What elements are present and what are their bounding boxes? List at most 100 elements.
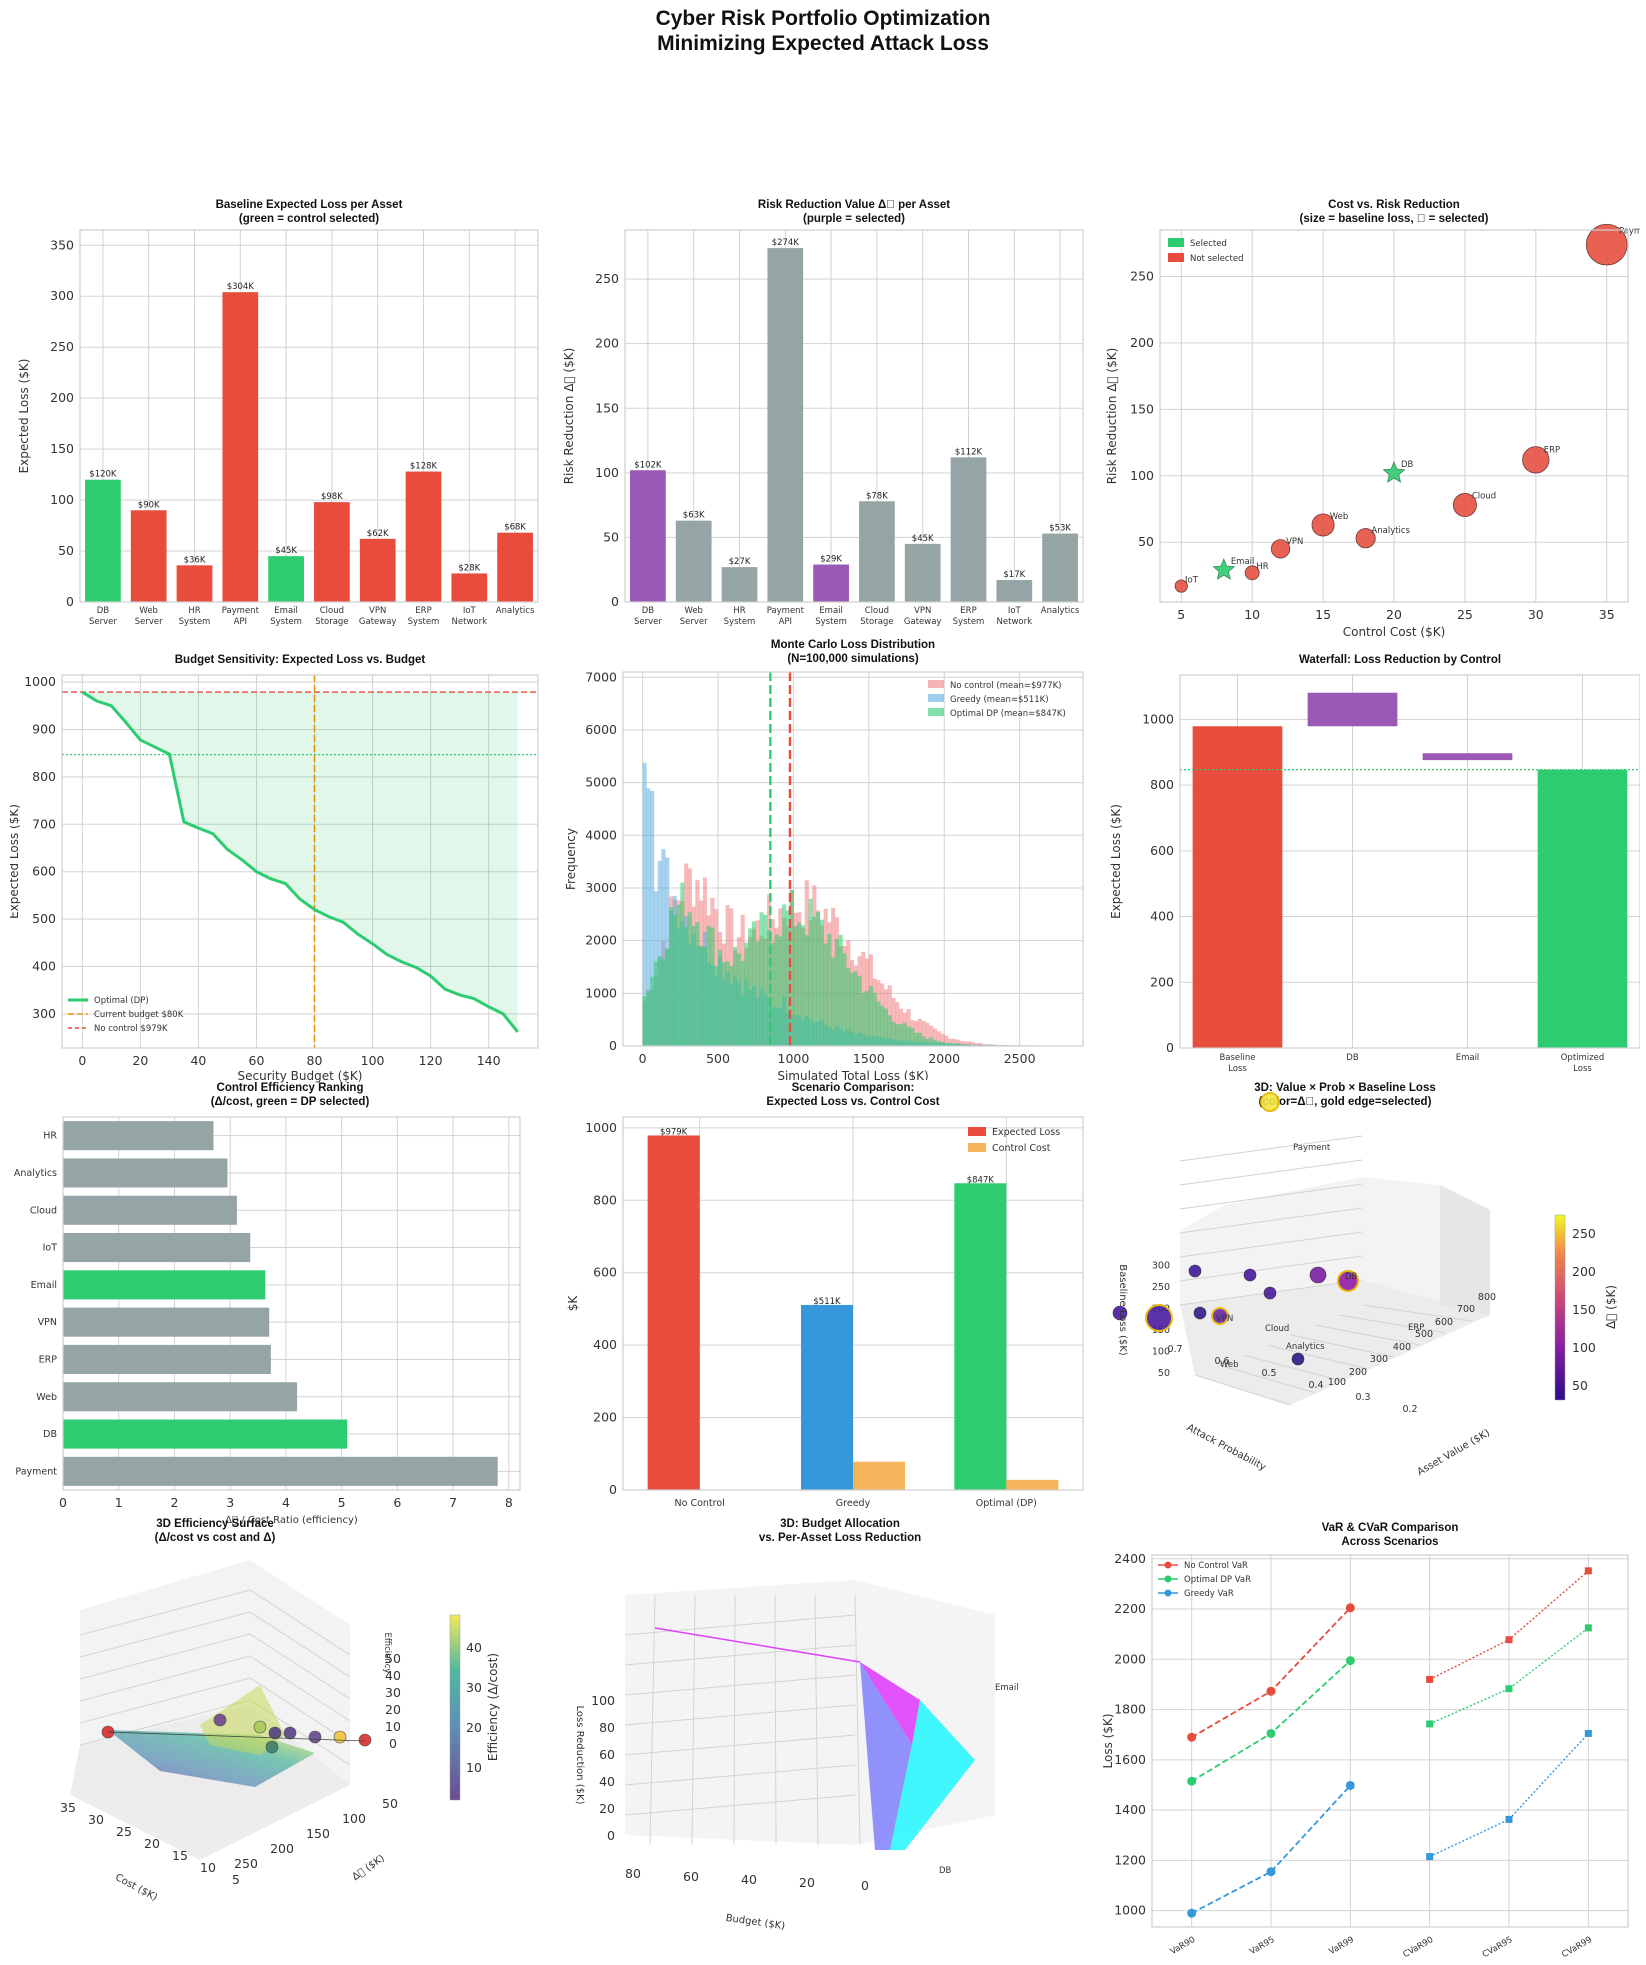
var-point [1266, 1867, 1276, 1877]
histogram-bar-optimal [797, 922, 802, 1046]
histogram-bar-optimal [940, 1041, 945, 1046]
x-tick-label: 1000 [778, 1051, 810, 1066]
x-tick-label: Server [89, 617, 117, 627]
figure-title-line1: Cyber Risk Portfolio Optimization [655, 7, 991, 30]
3d-gridline [624, 1674, 856, 1696]
y-tick-label: 0.3 [1355, 1392, 1370, 1403]
var-point [1345, 1780, 1355, 1790]
3d-gridline [1179, 1183, 1363, 1210]
histogram-bar-optimal [865, 990, 870, 1046]
chart-title-line: Monte Carlo Loss Distribution [771, 639, 935, 651]
y-tick-label: 100 [595, 465, 619, 480]
legend-label: Optimal (DP) [94, 996, 149, 1006]
chart-var-cvar: VaR & CVaR Comparison Across Scenarios 100… [1100, 1515, 1640, 1965]
bar-value-label: $120K [89, 470, 117, 480]
histogram-bar-optimal [951, 1043, 956, 1046]
chart-title-line: Risk Reduction Value Δ⃞ per Asset [758, 199, 950, 211]
chart-title-line: Control Efficiency Ranking [217, 1082, 364, 1094]
y-tick-label: 200 [50, 390, 74, 405]
histogram-bar-optimal [680, 882, 685, 1046]
expected-loss-bar [954, 1183, 1007, 1490]
x-tick-label: CVaR95 [1481, 1935, 1515, 1960]
histogram-bar-greedy [981, 1044, 987, 1046]
var-point [1187, 1776, 1197, 1786]
x-tick-label: 200 [1349, 1367, 1367, 1378]
x-axis-label: Control Cost ($K) [1343, 625, 1446, 639]
histogram-bar-optimal [687, 912, 692, 1046]
x-tick-label: CVaR90 [1402, 1935, 1436, 1960]
x-tick-label: 140 [477, 1053, 501, 1068]
chart-title-line: Expected Loss vs. Control Cost [766, 1096, 939, 1108]
chart-cost-vs-reduction: Cost vs. Risk Reduction (size = baseline … [1100, 190, 1640, 640]
histogram-bar-optimal [661, 958, 666, 1046]
y-axis-label: Frequency [564, 828, 578, 890]
efficiency-bar [63, 1233, 251, 1263]
bar-value-label: $27K [729, 557, 751, 567]
bar-value-label: $304K [227, 282, 255, 292]
histogram-bar-optimal [642, 996, 647, 1046]
histogram-bar-optimal [665, 948, 670, 1046]
x-tick-label: 35 [60, 1800, 76, 1815]
chart-waterfall-svg: Waterfall: Loss Reduction by Control 0 200… [1109, 654, 1640, 1074]
3d-gridline [1266, 1344, 1369, 1370]
histogram-bar-optimal [744, 942, 749, 1046]
bar-value-label: $17K [1003, 570, 1025, 580]
x-axis-label: Δ⃞ / Cost Ratio (efficiency) [225, 1515, 358, 1525]
y-tick-label: 400 [32, 958, 56, 973]
y-tick-label: 0 [611, 594, 619, 609]
histogram-bar-no-control [959, 1040, 964, 1046]
point-label: Payment [1619, 226, 1640, 236]
3d-gridline [733, 1594, 736, 1846]
point-label: Web [1330, 512, 1349, 522]
histogram-bar-optimal [812, 916, 817, 1046]
chart-scenario-comparison-svg: Scenario Comparison: Expected Loss vs. Co… [566, 1082, 1084, 1509]
x-tick-label: 10 [1244, 607, 1260, 622]
3d-surface-point [358, 1733, 372, 1747]
chart-3d-value-prob: 3D: Value × Prob × Baseline Loss (color=Δ… [1100, 1075, 1640, 1525]
y-tick-label: 150 [306, 1826, 330, 1841]
bar-value-label: $68K [504, 523, 526, 533]
x-tick-label: Server [634, 617, 662, 627]
x-tick-label: Payment [767, 606, 805, 616]
x-tick-label: API [779, 617, 792, 627]
3d-gridline [79, 1633, 251, 1680]
chart-efficiency-ranking: Control Efficiency Ranking (Δ/cost, green… [10, 1075, 550, 1525]
x-tick-label: 1500 [853, 1051, 885, 1066]
x-tick-label: Loss [1228, 1064, 1247, 1074]
legend-marker [1164, 1575, 1172, 1583]
chart-title-line: Waterfall: Loss Reduction by Control [1299, 654, 1501, 666]
histogram-bar-optimal [676, 904, 681, 1046]
control-cost-bar [1006, 1479, 1059, 1490]
colorbar [449, 1614, 461, 1801]
histogram-bar-optimal [932, 1040, 938, 1046]
histogram-bar-optimal [740, 961, 745, 1046]
scatter-point [1270, 539, 1291, 559]
3d-gridline [1179, 1231, 1363, 1258]
x-tick-label: System [179, 617, 211, 627]
x-tick-label: 5 [232, 1872, 240, 1887]
y-tick-label: 800 [32, 769, 56, 784]
histogram-bar-optimal [899, 1024, 904, 1046]
y-tick-label: 500 [32, 911, 56, 926]
x-tick-label: 500 [1415, 1329, 1433, 1340]
z-tick-label: 100 [591, 1693, 615, 1708]
chart-title-line: (Δ/cost, green = DP selected) [211, 1096, 370, 1108]
chart-3d-budget-allocation-svg: 3D: Budget Allocation vs. Per-Asset Loss … [574, 1518, 1019, 1932]
histogram-bar-optimal [691, 926, 696, 1046]
histogram-bar-optimal [808, 898, 813, 1046]
colorbar [1554, 1214, 1566, 1401]
x-tick-label: 6 [393, 1495, 401, 1510]
cvar-point [1426, 1675, 1434, 1683]
x-tick-label: System [408, 617, 440, 627]
category-label-db: DB [939, 1866, 952, 1876]
x-tick-label: 20 [799, 1875, 815, 1890]
y-tick-label: Analytics [14, 1168, 57, 1179]
x-tick-label: 35 [1599, 607, 1615, 622]
plot-frame [622, 671, 1084, 1047]
x-tick-label: Gateway [359, 617, 397, 627]
chart-title-line: (green = control selected) [239, 213, 379, 225]
x-tick-label: Storage [315, 617, 348, 627]
x-tick-label: 400 [1393, 1342, 1411, 1353]
x-tick-label: 2500 [1004, 1051, 1036, 1066]
x-tick-label: DB [97, 606, 110, 616]
